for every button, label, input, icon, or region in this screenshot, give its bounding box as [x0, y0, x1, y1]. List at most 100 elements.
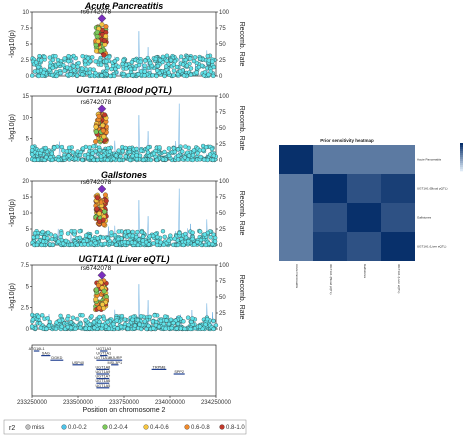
snp-point — [97, 319, 102, 324]
snp-point — [105, 236, 110, 241]
snp-point-ld — [102, 192, 108, 198]
y2-tick-label: 0 — [219, 158, 223, 164]
snp-point — [186, 153, 192, 158]
snp-point — [46, 230, 51, 235]
y2-tick-label: 100 — [219, 179, 230, 185]
gene-label: UGT1A6 — [95, 379, 110, 383]
snp-point-ld — [95, 38, 101, 44]
y-tick-label: 10 — [22, 115, 29, 121]
snp-point — [78, 325, 83, 330]
snp-point — [87, 234, 92, 239]
snp-point — [93, 71, 98, 76]
snp-point — [65, 65, 70, 70]
heatmap-colorbar-step — [460, 163, 463, 166]
y2-axis-title: Recomb. Rate — [238, 191, 245, 236]
snp-point — [93, 240, 98, 246]
heatmap-colorbar-step — [460, 149, 463, 152]
snp-point — [97, 147, 102, 153]
locuszoom-panel: Acute Pancreatitis02.557.5100255075100-l… — [9, 1, 245, 80]
locuszoom-panel: Gallstones 0 5 10 15 20 0 25 50 75 100 -log10(p) Rec… — [9, 170, 245, 249]
snp-point — [160, 229, 166, 234]
snp-point — [53, 54, 58, 59]
snp-point — [34, 242, 40, 248]
snp-point — [148, 60, 153, 66]
snp-point — [211, 73, 216, 79]
snp-point — [208, 152, 213, 157]
snp-point — [188, 72, 194, 77]
snp-point — [91, 157, 96, 163]
snp-point — [83, 58, 88, 64]
x-tick-label: 233250000 — [17, 400, 48, 406]
snp-point — [171, 320, 176, 326]
snp-point — [127, 157, 133, 163]
snp-point — [160, 54, 166, 59]
legend-swatch — [143, 424, 149, 430]
snp-point — [183, 57, 188, 63]
snp-point — [117, 157, 122, 163]
snp-point — [185, 315, 191, 320]
snp-point — [211, 64, 216, 70]
snp-point — [75, 242, 80, 248]
y2-tick-label: 25 — [219, 142, 226, 148]
snp-point — [73, 326, 78, 331]
snp-point — [119, 313, 125, 319]
gene-label: UGT1A5 — [95, 384, 110, 388]
snp-point — [162, 149, 167, 155]
snp-point — [175, 147, 181, 152]
snp-point — [126, 322, 131, 328]
snp-point — [118, 153, 123, 159]
snp-point — [150, 319, 155, 324]
y-tick-label: 15 — [22, 195, 29, 201]
y2-tick-label: 50 — [219, 126, 226, 132]
snp-point — [188, 326, 193, 332]
snp-point-ld — [103, 33, 109, 39]
snp-point — [82, 153, 88, 158]
snp-point-ld — [98, 48, 104, 54]
snp-point — [190, 236, 195, 242]
gene-label: UGT1A10 — [94, 356, 111, 360]
y2-tick-label: 75 — [219, 195, 226, 201]
snp-point — [164, 53, 170, 58]
snp-point — [89, 314, 94, 319]
snp-point — [121, 58, 126, 63]
snp-point — [197, 56, 203, 62]
heatmap-col-label: Acute Pancreatitis — [295, 264, 299, 289]
x-tick-label: 234250000 — [201, 400, 232, 406]
snp-point — [179, 54, 184, 59]
snp-point — [91, 67, 96, 72]
snp-point — [182, 73, 187, 78]
lead-snp-marker — [97, 270, 107, 280]
panel-title: UGT1A1 (Blood pQTL) — [76, 85, 172, 95]
y-tick-label: 5 — [26, 284, 30, 290]
snp-point — [123, 145, 128, 151]
x-axis-title: Position on chromosome 2 — [83, 407, 166, 414]
y-tick-label: 2.5 — [21, 58, 30, 64]
snp-point — [97, 57, 103, 63]
snp-point — [198, 154, 203, 160]
heatmap-cell — [313, 203, 347, 232]
snp-point — [59, 144, 65, 150]
gene-label: TRPM8 — [153, 365, 166, 369]
snp-point — [80, 146, 86, 151]
snp-point-ld — [96, 113, 102, 119]
snp-point — [182, 326, 187, 331]
snp-point — [116, 148, 121, 153]
legend-swatch — [219, 424, 225, 430]
heatmap-cell — [313, 145, 347, 174]
heatmap-colorbar-step — [460, 167, 463, 170]
snp-point — [39, 148, 44, 153]
y-tick-label: 0 — [26, 243, 30, 249]
snp-point — [91, 320, 97, 325]
lead-snp-label: rs6742078 — [81, 99, 112, 106]
x-tick-label: 234000000 — [155, 400, 186, 406]
snp-point — [50, 242, 56, 248]
snp-point — [47, 67, 52, 73]
snp-point-ld — [101, 288, 107, 294]
snp-point — [100, 323, 105, 328]
snp-point — [34, 60, 39, 65]
snp-point — [49, 237, 55, 242]
snp-point — [166, 146, 172, 151]
snp-point — [158, 58, 163, 63]
legend-label: 0.8-1.0 — [226, 425, 245, 431]
snp-point — [80, 313, 85, 318]
